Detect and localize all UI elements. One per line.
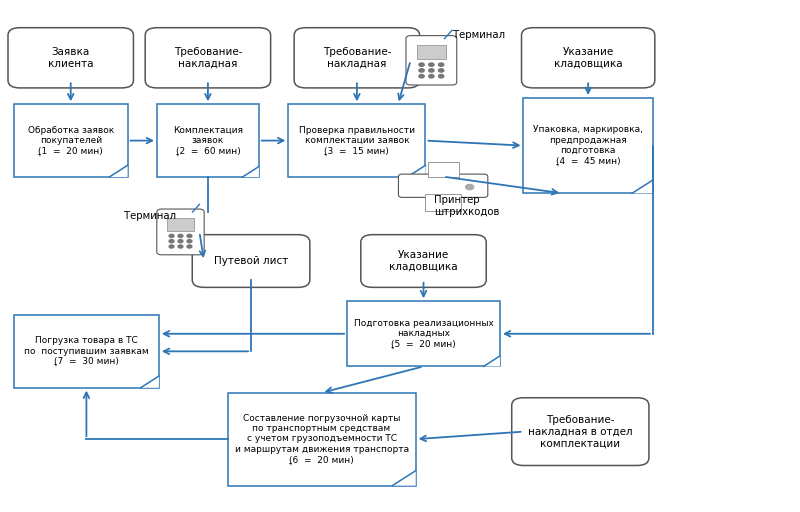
Text: Требование-
накладная: Требование- накладная: [174, 47, 242, 69]
Bar: [157, 104, 259, 177]
FancyBboxPatch shape: [146, 28, 270, 88]
Bar: [417, 45, 446, 59]
FancyBboxPatch shape: [522, 28, 654, 88]
Bar: [428, 162, 458, 177]
Circle shape: [419, 63, 424, 67]
Text: Терминал: Терминал: [124, 211, 176, 221]
Bar: [425, 195, 462, 210]
FancyBboxPatch shape: [8, 28, 134, 88]
Bar: [523, 98, 653, 193]
Bar: [227, 393, 416, 485]
Circle shape: [187, 240, 192, 243]
Text: Комплектация
заявок
(͉2  =  60 мин): Комплектация заявок (͉2 = 60 мин): [173, 125, 243, 156]
Circle shape: [429, 63, 434, 67]
FancyBboxPatch shape: [294, 28, 420, 88]
Circle shape: [419, 69, 424, 72]
FancyBboxPatch shape: [406, 36, 457, 85]
Circle shape: [429, 75, 434, 78]
Text: Указание
кладовщика: Указание кладовщика: [554, 47, 622, 69]
Circle shape: [466, 184, 474, 189]
Bar: [347, 301, 500, 367]
Text: Подготовка реализационных
накладных
(͉5  =  20 мин): Подготовка реализационных накладных (͉5 …: [354, 318, 494, 349]
Polygon shape: [407, 165, 426, 177]
Polygon shape: [242, 166, 259, 177]
Circle shape: [178, 240, 183, 243]
Text: Погрузка товара в ТС
по  поступившим заявкам
(͉7  =  30 мин): Погрузка товара в ТС по поступившим заяв…: [24, 336, 149, 367]
Bar: [288, 104, 426, 177]
FancyBboxPatch shape: [192, 234, 310, 287]
Circle shape: [419, 75, 424, 78]
Circle shape: [178, 245, 183, 248]
Circle shape: [178, 234, 183, 238]
Circle shape: [169, 234, 174, 238]
FancyBboxPatch shape: [398, 174, 488, 198]
Polygon shape: [141, 376, 159, 388]
Polygon shape: [484, 356, 500, 367]
Text: Указание
кладовщика: Указание кладовщика: [390, 250, 458, 272]
Text: Требование-
накладная: Требование- накладная: [322, 47, 391, 69]
FancyBboxPatch shape: [361, 234, 486, 287]
Text: Упаковка, маркировка,
предпродажная
подготовка
(͉4  =  45 мин): Упаковка, маркировка, предпродажная подг…: [534, 125, 643, 166]
Text: Принтер
штрихкодов: Принтер штрихкодов: [434, 195, 499, 217]
Circle shape: [187, 245, 192, 248]
Circle shape: [438, 75, 444, 78]
Text: Обработка заявок
покупателей
(͉1  =  20 мин): Обработка заявок покупателей (͉1 = 20 ми…: [27, 125, 114, 156]
FancyBboxPatch shape: [512, 398, 649, 465]
Circle shape: [429, 69, 434, 72]
Polygon shape: [393, 471, 416, 485]
Circle shape: [187, 234, 192, 238]
Text: Требование-
накладная в отдел
комплектации: Требование- накладная в отдел комплектац…: [528, 415, 633, 448]
Bar: [14, 104, 127, 177]
Polygon shape: [110, 165, 127, 177]
Text: Путевой лист: Путевой лист: [214, 256, 288, 266]
Text: Проверка правильности
комплектации заявок
(͉3  =  15 мин): Проверка правильности комплектации заяво…: [299, 125, 415, 156]
Circle shape: [169, 240, 174, 243]
Bar: [167, 218, 194, 231]
Text: Терминал: Терминал: [454, 30, 506, 40]
Text: Составление погрузочной карты
по транспортным средствам
с учетом грузоподъемност: Составление погрузочной карты по транспо…: [234, 414, 409, 464]
Polygon shape: [632, 180, 653, 193]
Bar: [14, 315, 159, 388]
Circle shape: [438, 69, 444, 72]
FancyBboxPatch shape: [157, 209, 204, 255]
Text: Заявка
клиента: Заявка клиента: [48, 47, 94, 69]
Circle shape: [169, 245, 174, 248]
Circle shape: [438, 63, 444, 67]
